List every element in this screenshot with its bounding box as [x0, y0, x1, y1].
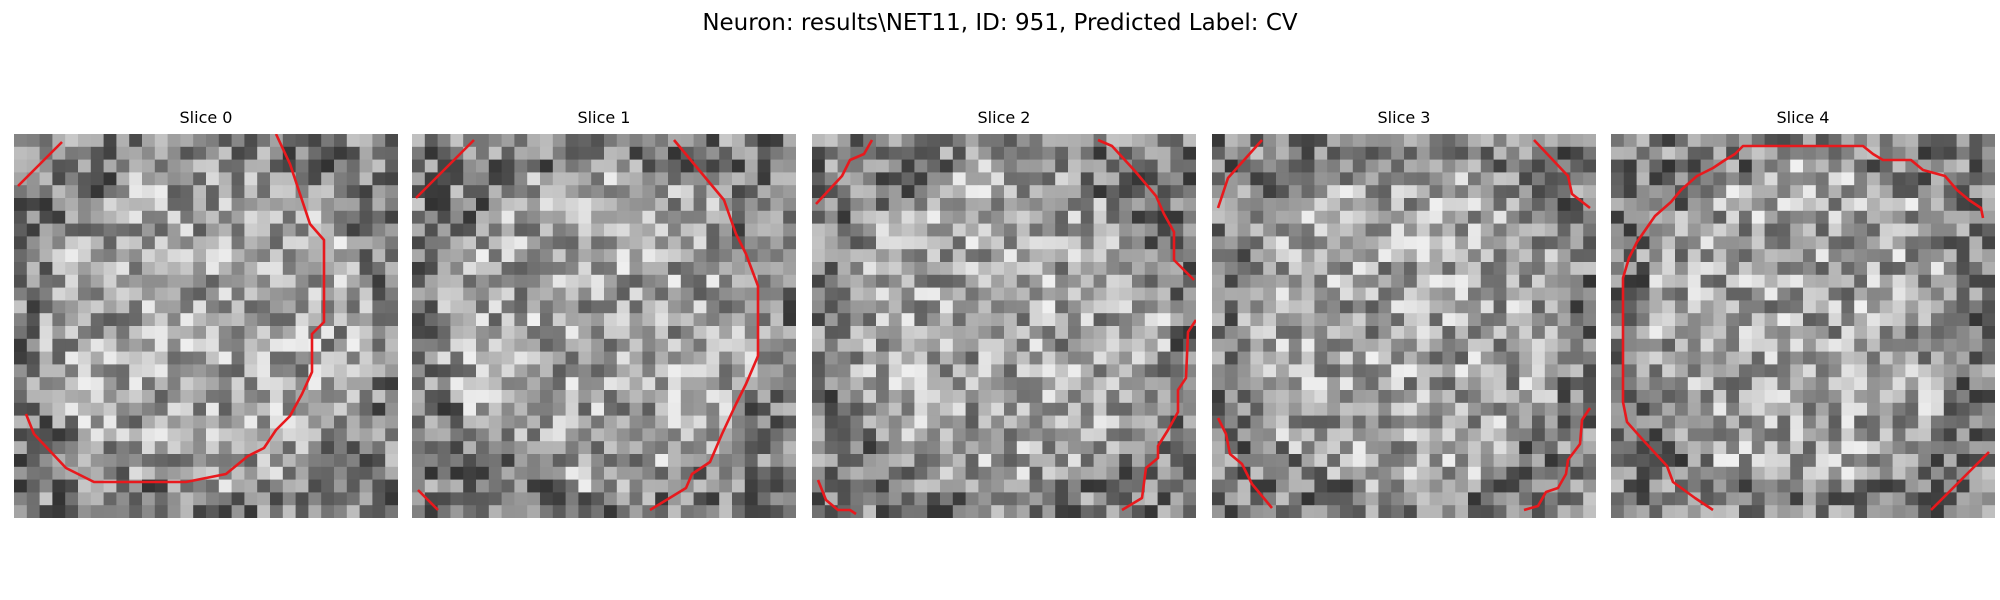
slice-title-1: Slice 1 [412, 108, 796, 128]
slice-image-4 [1611, 134, 1995, 518]
slice-title-4: Slice 4 [1611, 108, 1995, 128]
slice-title-3: Slice 3 [1212, 108, 1596, 128]
slice-image-1 [412, 134, 796, 518]
slice-panel-2: Slice 2 [812, 108, 1196, 518]
slice-image-2 [812, 134, 1196, 518]
pixel-grid [1212, 134, 1596, 518]
slice-panel-1: Slice 1 [412, 108, 796, 518]
pixel-grid [812, 134, 1196, 518]
figure-title: Neuron: results\NET11, ID: 951, Predicte… [0, 8, 2000, 38]
slice-image-0 [14, 134, 398, 518]
slice-image-3 [1212, 134, 1596, 518]
slice-panel-0: Slice 0 [14, 108, 398, 518]
pixel-grid [1611, 134, 1995, 518]
slice-panel-4: Slice 4 [1611, 108, 1995, 518]
slice-title-2: Slice 2 [812, 108, 1196, 128]
pixel-grid [14, 134, 398, 518]
slice-title-0: Slice 0 [14, 108, 398, 128]
slice-panel-3: Slice 3 [1212, 108, 1596, 518]
pixel-grid [412, 134, 796, 518]
